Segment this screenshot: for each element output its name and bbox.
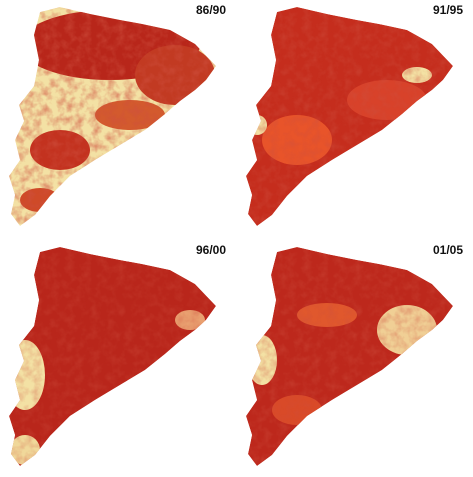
panel-label: 91/95 bbox=[433, 3, 463, 17]
panel-label: 86/90 bbox=[196, 3, 226, 17]
panel-label: 01/05 bbox=[433, 243, 463, 257]
map-panel: 96/00 bbox=[9, 243, 226, 466]
map-panel: 86/90 bbox=[9, 3, 226, 226]
map-panel: 01/05 bbox=[246, 243, 463, 466]
map-panel: 91/95 bbox=[246, 3, 463, 226]
panel-label: 96/00 bbox=[196, 243, 226, 257]
